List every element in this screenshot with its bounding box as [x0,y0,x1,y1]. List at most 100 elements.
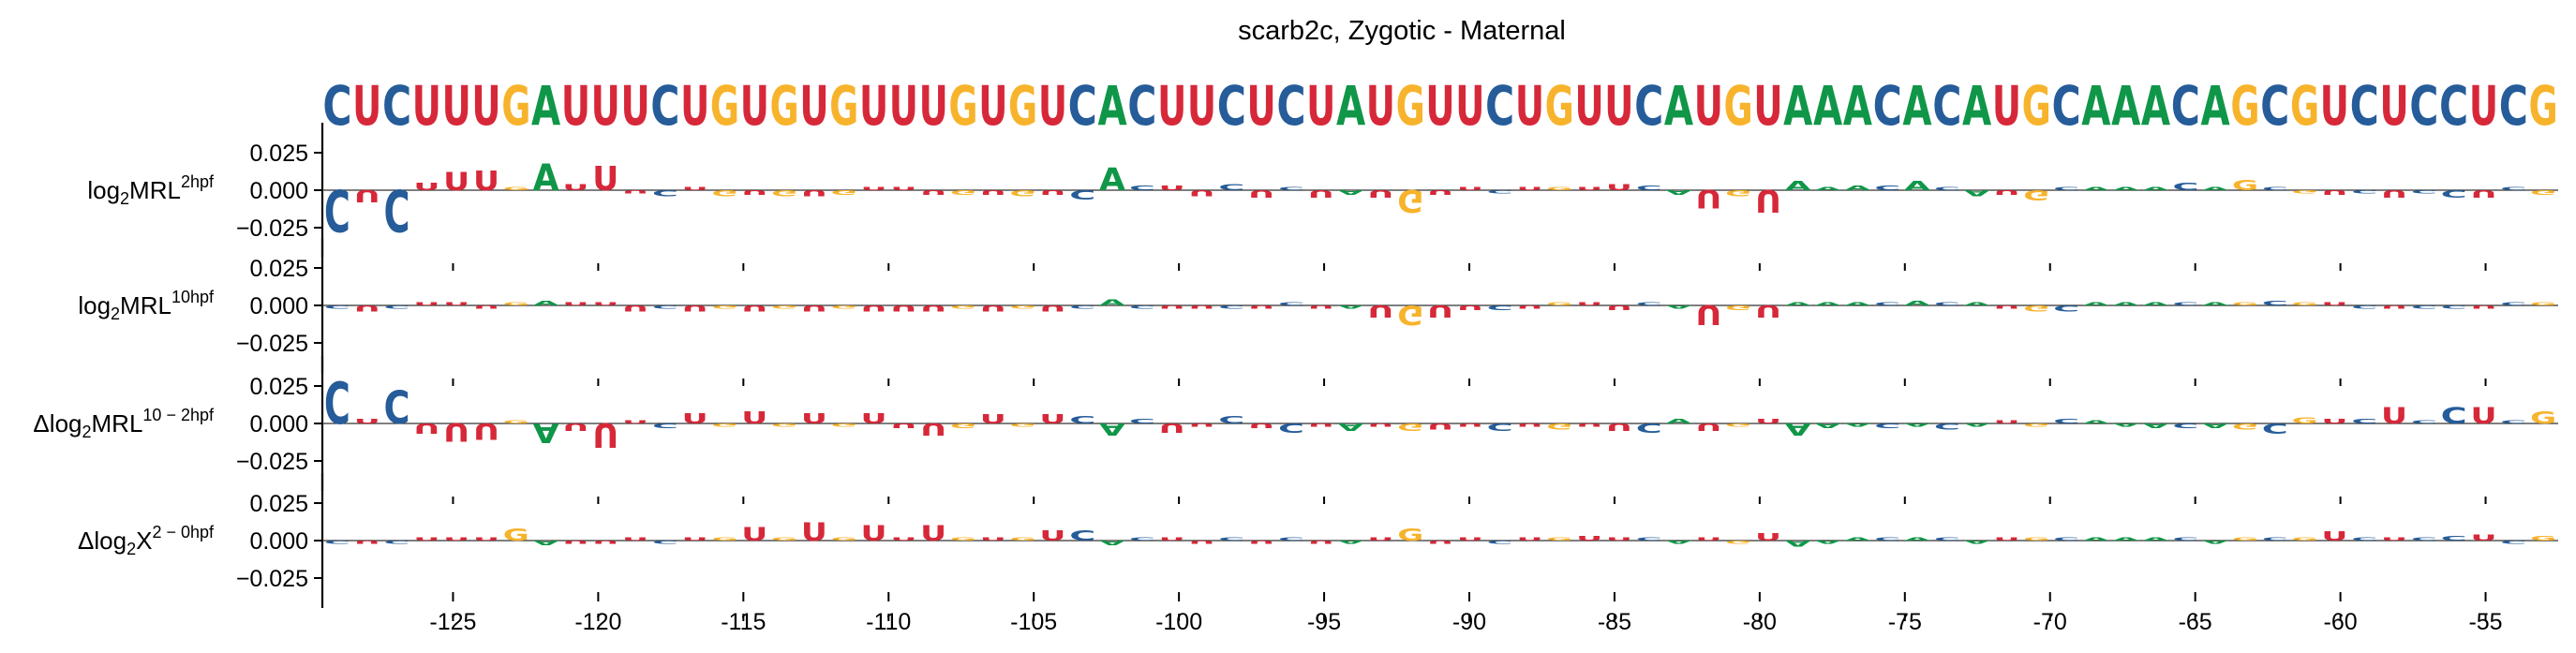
logo-letter: G [711,304,737,309]
logo-letter: U [443,537,469,542]
ylabel-base: log [78,291,111,319]
sequence-letter: C [382,74,411,138]
logo-letter: U [801,410,827,427]
logo-letter: C [1487,540,1513,544]
logo-letter: U [1516,423,1542,427]
logo-letter: A [1844,423,1871,427]
sequence-letter: C [2409,74,2438,138]
logo-letter: A [1964,302,1991,306]
logo-letter: C [1934,537,1960,542]
logo-letter: C [1218,304,1244,309]
sequence-letter: U [1604,74,1633,138]
logo-letter: U [2321,529,2347,543]
logo-letter: A [1904,179,1930,193]
logo-letter: U [1576,302,1602,306]
logo-letter: U [592,160,618,199]
logo-letter: U [741,188,767,196]
logo-letter: G [503,420,529,424]
logo-letter: A [1099,420,1125,438]
logo-letter: C [1218,414,1244,426]
logo-letter: A [1785,420,1811,438]
logo-letter: U [2321,302,2347,306]
logo-letter: U [1457,186,1483,191]
figure-title: scarb2c, Zygotic - Maternal [1238,16,1566,46]
sequence-letter: A [1843,74,1872,138]
logo-letter: C [2053,537,2079,542]
logo-letter: U [861,304,887,313]
logo-letter: C [2351,189,2377,194]
logo-letter: U [1576,535,1602,542]
logo-letter: U [890,304,916,313]
logo-letter: U [1308,423,1334,427]
logo-letter: U [682,186,708,191]
logo-letter: C [1934,302,1960,306]
y-tick-label: −0.025 [236,566,308,592]
logo-letter: U [1457,423,1483,427]
logo-letter: C [2351,418,2377,425]
logo-letter: A [2083,537,2110,542]
panel-ylabel: log2MRL2hpf [87,172,215,208]
logo-letter: U [801,517,827,546]
sequence-letter: U [442,74,471,138]
x-tick-label: -80 [1743,609,1777,635]
logo-letter: U [1159,537,1185,542]
logo-letter: A [1785,302,1812,306]
logo-letter: U [920,304,946,313]
panel-ylabel: log2MRL10hpf [78,288,215,323]
sequence-letter: U [1038,74,1067,138]
logo-letter: C [2262,300,2288,307]
logo-letter: A [1338,188,1365,196]
logo-letter: G [2530,188,2556,196]
logo-letter: G [771,537,797,542]
logo-letter: A [1666,418,1693,425]
logo-letter: C [384,304,410,309]
logo-letter: G [2232,537,2258,542]
logo-letter: C [2351,304,2377,309]
logo-letter: A [1338,540,1365,544]
ylabel-superscript: 2 − 0hpf [152,523,215,542]
logo-letter: A [1904,300,1931,307]
logo-letter: A [2143,422,2170,429]
logo-letter: C [2172,302,2198,306]
logo-letter: G [2530,302,2556,306]
ylabel-main: MRL [120,291,171,319]
logo-letter: C [2500,420,2526,424]
logo-letter: U [1993,188,2019,196]
sequence-letter: U [889,74,918,138]
sequence-letter: U [1366,74,1395,138]
logo-letter: C [1129,537,1155,542]
logo-letter: C [324,540,350,544]
sequence-letter: U [1694,74,1723,138]
logo-letter: U [413,181,439,193]
x-axis: -125 -120 -115 -110 -105 -100 -95 -90 -85 -80 -75 -… [429,592,2503,635]
logo-letter: C [2262,420,2288,437]
logo-letter: G [950,422,976,429]
logo-letter: U [861,186,887,191]
logo-letter: U [1039,527,1065,544]
logo-letter: U [443,302,469,306]
logo-letter: C [324,369,350,438]
x-tick-label: -55 [2468,609,2502,635]
panel-ylabel: Δlog2MRL10 − 2hpf [33,406,215,441]
logo-letter: U [1039,304,1065,313]
sequence-letter: A [2111,74,2140,138]
y-tick-label: −0.025 [236,331,308,357]
logo-letter: U [1367,187,1393,200]
sequence-letter: C [1068,74,1097,138]
logo-letter: G [2232,302,2258,306]
sequence-letter: G [2230,74,2259,138]
logo-letter: C [1069,187,1095,201]
sequence-letter: A [1336,74,1365,138]
logo-letter: A [2113,186,2140,191]
logo-letter: G [1725,423,1751,427]
x-tick-label: -110 [866,609,911,635]
logo-letter: G [2292,302,2318,306]
logo-letter: A [1844,185,1871,192]
ylabel-superscript: 2hpf [181,172,215,191]
logo-letter: C [1069,527,1095,544]
logo-letter: U [622,537,648,542]
logo-letter: U [1606,304,1632,311]
sequence-letter: U [591,74,620,138]
logo-letter: A [1785,539,1811,548]
logo-letter: A [1099,298,1125,307]
